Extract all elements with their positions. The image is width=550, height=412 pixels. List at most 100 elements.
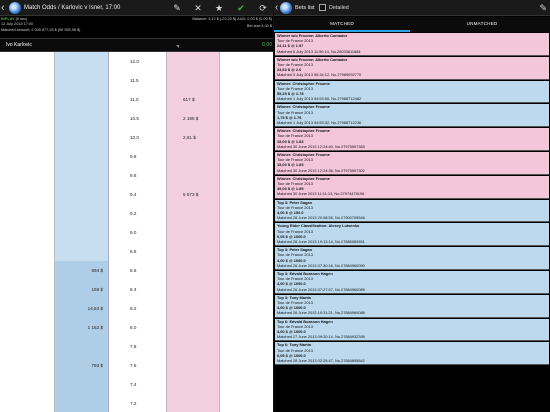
bet-item[interactable]: Young Rider Classification: Alexey Lutse… xyxy=(275,223,549,247)
back-amount-cell[interactable]: 793 $ xyxy=(55,356,109,375)
back-amount-cell[interactable] xyxy=(55,90,109,109)
lay-stake-cell[interactable] xyxy=(0,128,55,147)
lay-stake-cell[interactable] xyxy=(0,318,55,337)
back-stake-cell[interactable] xyxy=(220,356,274,375)
back-stake-cell[interactable] xyxy=(220,394,274,412)
lay-amount-cell[interactable]: 2 186 $ xyxy=(166,109,220,128)
close-icon[interactable]: ✕ xyxy=(194,3,202,13)
edit-icon[interactable]: ✎ xyxy=(539,3,547,13)
check-icon[interactable]: ✔ xyxy=(237,3,245,13)
back-stake-cell[interactable] xyxy=(220,185,274,204)
lay-stake-cell[interactable] xyxy=(0,147,55,166)
bet-item[interactable]: Winner w/o Froome: Alberto Contador Tour … xyxy=(275,33,549,56)
lay-amount-cell[interactable] xyxy=(166,299,220,318)
back-stake-cell[interactable] xyxy=(220,337,274,356)
back-stake-cell[interactable] xyxy=(220,109,274,128)
lay-stake-cell[interactable] xyxy=(0,109,55,128)
back-amount-cell[interactable] xyxy=(55,147,109,166)
back-amount-cell[interactable]: 1 182 $ xyxy=(55,318,109,337)
bet-item[interactable]: Top 6: Edvald Boasson Hagen Tour de Franc… xyxy=(275,318,549,342)
app-logo[interactable] xyxy=(9,2,21,14)
back-amount-cell[interactable] xyxy=(55,52,109,71)
back-amount-cell[interactable] xyxy=(55,109,109,128)
lay-stake-cell[interactable] xyxy=(0,261,55,280)
lay-stake-cell[interactable] xyxy=(0,299,55,318)
lay-amount-cell[interactable]: 5 573 $ xyxy=(166,185,220,204)
back-stake-cell[interactable] xyxy=(220,242,274,261)
detailed-checkbox[interactable] xyxy=(319,4,326,11)
lay-stake-cell[interactable] xyxy=(0,375,55,394)
back-stake-cell[interactable] xyxy=(220,128,274,147)
back-stake-cell[interactable] xyxy=(220,52,274,71)
lay-stake-cell[interactable] xyxy=(0,337,55,356)
app-logo[interactable] xyxy=(280,2,292,14)
back-stake-cell[interactable] xyxy=(220,71,274,90)
bet-item[interactable]: Winner: Christopher Froome Tour de France… xyxy=(275,152,549,175)
lay-stake-cell[interactable] xyxy=(0,223,55,242)
back-amount-cell[interactable] xyxy=(55,337,109,356)
back-icon[interactable]: ‹ xyxy=(1,2,5,14)
lay-amount-cell[interactable] xyxy=(166,394,220,412)
lay-amount-cell[interactable]: 2,61 $ xyxy=(166,128,220,147)
back-amount-cell[interactable] xyxy=(55,375,109,394)
lay-stake-cell[interactable] xyxy=(0,52,55,71)
lay-amount-cell[interactable] xyxy=(166,52,220,71)
lay-amount-cell[interactable] xyxy=(166,261,220,280)
bet-item[interactable]: Winner: Christopher Froome Tour de France… xyxy=(275,80,549,104)
back-stake-cell[interactable] xyxy=(220,375,274,394)
lay-stake-cell[interactable] xyxy=(0,394,55,412)
bet-item[interactable]: Top 3: Edvald Boasson Hagen Tour de Franc… xyxy=(275,271,549,294)
back-stake-cell[interactable] xyxy=(220,318,274,337)
lay-amount-cell[interactable] xyxy=(166,223,220,242)
back-amount-cell[interactable] xyxy=(55,128,109,147)
back-stake-cell[interactable] xyxy=(220,223,274,242)
back-icon[interactable]: ‹ xyxy=(275,2,279,13)
back-amount-cell[interactable] xyxy=(55,71,109,90)
back-amount-cell[interactable]: 168 $ xyxy=(55,280,109,299)
back-stake-cell[interactable] xyxy=(220,166,274,185)
back-amount-cell[interactable] xyxy=(55,166,109,185)
lay-stake-cell[interactable] xyxy=(0,90,55,109)
star-icon[interactable]: ★ xyxy=(214,3,224,13)
bet-size-label[interactable]: Bet size:4,00 $ xyxy=(246,24,272,28)
lay-amount-cell[interactable] xyxy=(166,337,220,356)
lay-amount-cell[interactable] xyxy=(166,242,220,261)
bet-item[interactable]: Top 3: Peter Sagan Tour de France 2013 4,0… xyxy=(275,247,549,270)
bet-item[interactable]: Winner: Christopher Froome Tour de France… xyxy=(275,128,549,151)
lay-stake-cell[interactable] xyxy=(0,204,55,223)
bet-item[interactable]: Winner: Christopher Froome Tour de France… xyxy=(275,175,549,199)
refresh-icon[interactable]: ⟳ xyxy=(259,3,267,13)
back-stake-cell[interactable] xyxy=(220,204,274,223)
back-stake-cell[interactable] xyxy=(220,299,274,318)
back-stake-cell[interactable] xyxy=(220,280,274,299)
tab-matched[interactable]: MATCHED xyxy=(274,17,410,32)
lay-amount-cell[interactable] xyxy=(166,356,220,375)
bet-item[interactable]: Top 3: Peter Sagan Tour de France 2013 4,0… xyxy=(275,199,549,223)
lay-stake-cell[interactable] xyxy=(0,185,55,204)
back-amount-cell[interactable] xyxy=(55,223,109,242)
bet-item[interactable]: Top 6: Tony Martin Tour de France 2013 0,0… xyxy=(275,342,549,366)
bet-item[interactable]: Winner: Christopher Froome Tour de France… xyxy=(275,104,549,128)
bet-item[interactable]: Top 3: Tony Martin Tour de France 2013 4,0… xyxy=(275,294,549,318)
lay-stake-cell[interactable] xyxy=(0,71,55,90)
back-amount-cell[interactable] xyxy=(55,242,109,261)
lay-stake-cell[interactable] xyxy=(0,356,55,375)
back-amount-cell[interactable]: 14,53 $ xyxy=(55,299,109,318)
lay-stake-cell[interactable] xyxy=(0,166,55,185)
lay-amount-cell[interactable] xyxy=(166,147,220,166)
back-stake-cell[interactable] xyxy=(220,147,274,166)
lay-amount-cell[interactable] xyxy=(166,204,220,223)
back-stake-cell[interactable] xyxy=(220,90,274,109)
lay-stake-cell[interactable] xyxy=(0,280,55,299)
lay-amount-cell[interactable] xyxy=(166,166,220,185)
back-stake-cell[interactable] xyxy=(220,261,274,280)
back-amount-cell[interactable] xyxy=(55,185,109,204)
lay-amount-cell[interactable] xyxy=(166,280,220,299)
lay-amount-cell[interactable] xyxy=(166,318,220,337)
pencil-icon[interactable]: ✎ xyxy=(173,3,181,13)
back-amount-cell[interactable]: 694 $ xyxy=(55,261,109,280)
back-amount-cell[interactable] xyxy=(55,204,109,223)
lay-amount-cell[interactable] xyxy=(166,375,220,394)
lay-amount-cell[interactable] xyxy=(166,71,220,90)
back-amount-cell[interactable] xyxy=(55,394,109,412)
